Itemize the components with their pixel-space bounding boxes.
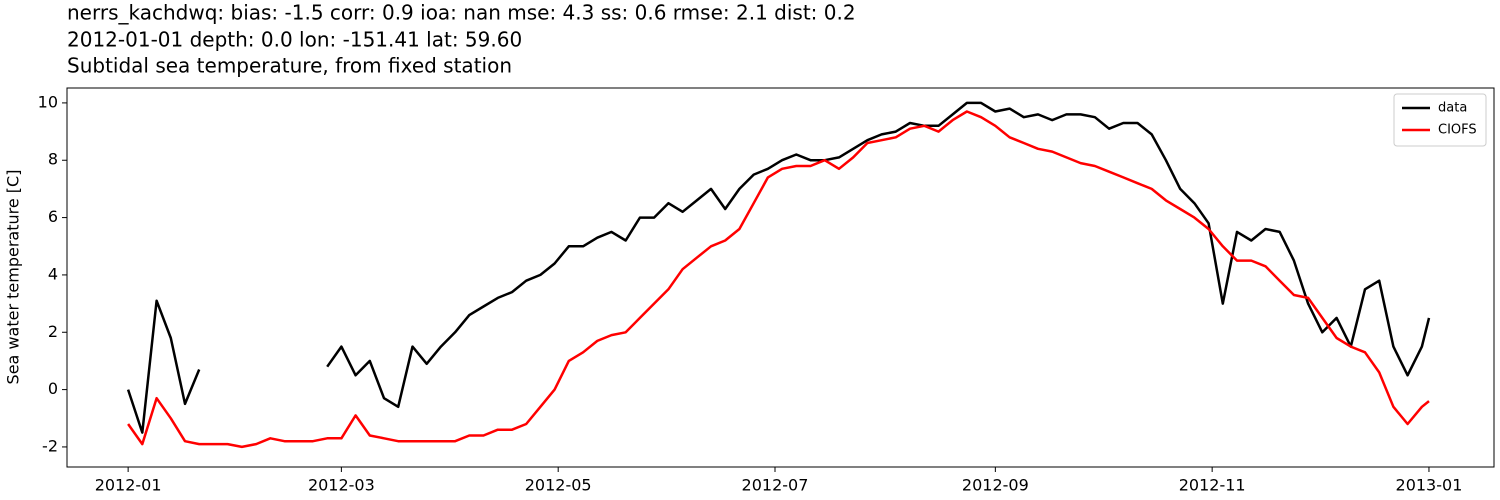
x-tick-label: 2012-01: [95, 476, 162, 495]
data-line: [127, 110, 1430, 449]
data-line: [126, 101, 1431, 434]
chart-subtitle: 2012-01-01 depth: 0.0 lon: -151.41 lat: …: [67, 28, 522, 52]
x-tick-label: 2012-07: [742, 476, 809, 495]
x-tick-label: 2012-03: [308, 476, 375, 495]
y-tick-label: 10: [38, 92, 58, 111]
x-tick-label: 2012-09: [962, 476, 1029, 495]
y-tick-label: 4: [48, 264, 58, 283]
x-tick-label: 2012-05: [525, 476, 592, 495]
chart-subtitle: Subtidal sea temperature, from fixed sta…: [67, 54, 512, 78]
y-axis-label: Sea water temperature [C]: [4, 170, 23, 385]
plot-frame: [66, 87, 1495, 468]
y-tick-label: 2: [48, 322, 58, 341]
x-tick-label: 2013-01: [1396, 476, 1463, 495]
y-tick-label: 6: [48, 207, 58, 226]
legend-label: CIOFS: [1438, 123, 1477, 138]
x-tick-label: 2012-11: [1179, 476, 1246, 495]
chart-title: nerrs_kachdwq: bias: -1.5 corr: 0.9 ioa:…: [67, 1, 856, 25]
y-tick-label: -2: [42, 436, 58, 455]
y-tick-label: 0: [48, 379, 58, 398]
y-tick-label: 8: [48, 150, 58, 169]
legend-label: data: [1438, 101, 1467, 116]
